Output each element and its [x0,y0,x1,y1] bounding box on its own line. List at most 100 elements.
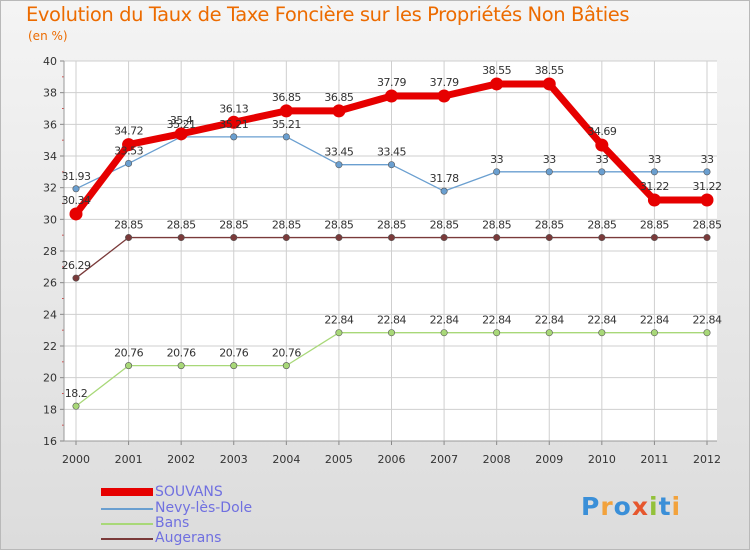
data-point [493,168,501,176]
data-point [493,329,501,337]
data-label: 36.85 [272,91,301,104]
data-point [595,138,609,152]
data-point [72,402,80,410]
data-point [282,234,290,242]
data-label: 28.85 [640,219,669,232]
data-point [490,77,504,91]
chart-title: Evolution du Taux de Taxe Foncière sur l… [26,3,630,26]
data-point [387,329,395,337]
legend-item-souvans: SOUVANS [101,484,361,500]
data-point [282,133,290,141]
data-label: 18.2 [65,387,88,400]
y-tick-label: 22 [43,340,57,353]
data-point [125,362,133,370]
data-point [493,234,501,242]
y-tick-label: 40 [43,55,57,68]
data-label: 33.53 [114,144,143,157]
legend-label-nevy: Nevy-lès-Dole [155,500,253,516]
data-label: 28.85 [272,219,301,232]
legend-swatch-bans [101,523,153,525]
data-label: 20.76 [272,347,301,360]
data-label: 33 [701,153,714,166]
data-point [545,168,553,176]
x-tick-label: 2010 [588,453,616,466]
data-label: 33 [490,153,503,166]
data-point [332,104,346,118]
data-label: 26.29 [62,259,91,272]
y-tick-label: 20 [43,372,57,385]
data-label: 28.85 [693,219,722,232]
data-label: 30.34 [62,194,91,207]
data-label: 33 [648,153,661,166]
legend-label-bans: Bans [155,515,190,531]
y-unit-label: (en %) [28,29,68,43]
legend-item-augerans: Augerans [101,530,361,546]
data-point [387,161,395,169]
data-point [122,138,136,152]
data-label: 20.76 [114,347,143,360]
data-point [598,234,606,242]
data-point [227,115,241,129]
data-label: 35.21 [167,118,196,131]
data-point [335,234,343,242]
data-point [230,133,238,141]
data-point [174,127,188,141]
data-label: 28.85 [430,219,459,232]
y-tick-label: 26 [43,277,57,290]
data-label: 20.76 [167,347,196,360]
data-label: 35.21 [219,118,248,131]
data-label: 37.79 [377,76,406,89]
data-label: 20.76 [219,347,248,360]
data-point [69,207,83,221]
y-tick-label: 36 [43,118,57,131]
x-tick-label: 2001 [115,453,143,466]
data-label: 38.55 [482,64,511,77]
data-label: 22.84 [377,314,406,327]
data-point [703,168,711,176]
y-tick-label: 38 [43,87,57,100]
y-tick-label: 16 [43,435,57,448]
data-point [125,234,133,242]
data-point [177,234,185,242]
data-point [385,89,398,103]
data-label: 33 [595,153,608,166]
data-label: 28.85 [482,219,511,232]
x-tick-label: 2012 [693,453,721,466]
x-tick-label: 2004 [272,453,300,466]
data-point [72,274,80,282]
legend-item-nevy: Nevy-lès-Dole [101,500,361,516]
x-tick-label: 2000 [62,453,90,466]
data-point [598,329,606,337]
legend-label-souvans: SOUVANS [155,484,223,500]
data-point [647,193,661,207]
data-point [72,185,80,193]
data-point [650,168,658,176]
data-point [545,329,553,337]
data-point [703,329,711,337]
data-label: 22.84 [324,314,353,327]
data-label: 22.84 [430,314,459,327]
x-tick-label: 2008 [483,453,511,466]
data-point [700,193,714,207]
data-label: 35.4 [170,114,193,127]
x-tick-label: 2003 [220,453,248,466]
data-label: 22.84 [535,314,564,327]
data-point [437,89,451,103]
data-point [440,234,448,242]
data-point [703,234,711,242]
data-point [230,234,238,242]
data-label: 33.45 [324,146,353,159]
data-label: 22.84 [587,314,616,327]
data-point [279,104,293,118]
legend-label-augerans: Augerans [155,530,222,546]
x-tick-label: 2002 [167,453,195,466]
data-point [440,187,448,195]
data-point [542,77,556,91]
x-tick-label: 2006 [378,453,406,466]
data-label: 28.85 [377,219,406,232]
data-label: 31.93 [62,170,91,183]
data-label: 37.79 [430,76,459,89]
data-point [230,362,238,370]
